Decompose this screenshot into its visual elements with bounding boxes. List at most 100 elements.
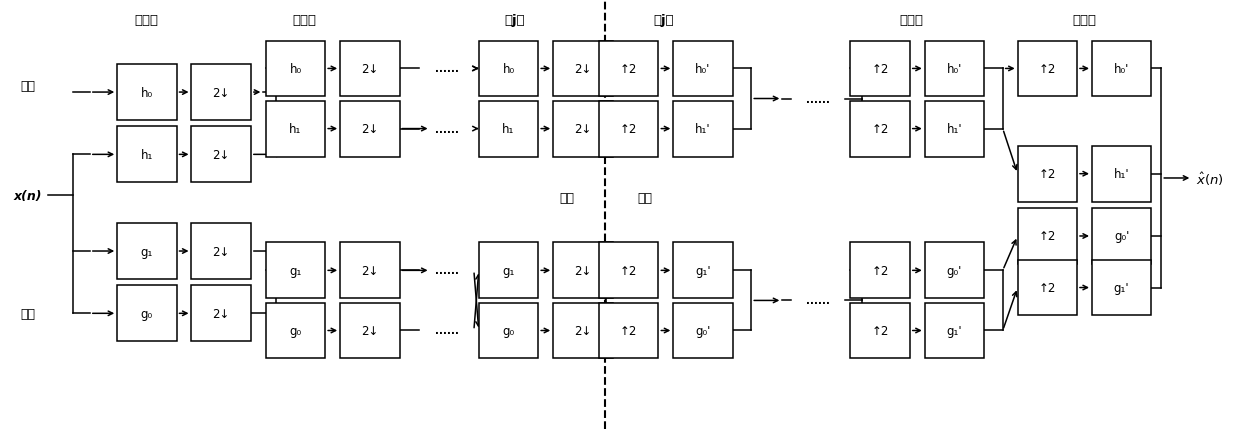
Text: 2↓: 2↓ — [574, 324, 591, 337]
Text: g₁: g₁ — [289, 264, 301, 277]
Text: h₁': h₁' — [1114, 168, 1130, 181]
FancyBboxPatch shape — [553, 41, 613, 97]
FancyBboxPatch shape — [673, 303, 733, 359]
Text: 2↓: 2↓ — [361, 264, 378, 277]
Text: ↑2: ↑2 — [620, 324, 637, 337]
Text: 虚部: 虚部 — [20, 307, 36, 320]
Text: ↑2: ↑2 — [620, 63, 637, 76]
Text: ↑2: ↑2 — [1039, 281, 1056, 295]
FancyBboxPatch shape — [117, 127, 176, 183]
Text: g₀': g₀' — [696, 324, 711, 337]
Text: 分解: 分解 — [559, 191, 574, 204]
FancyBboxPatch shape — [1092, 260, 1152, 316]
FancyBboxPatch shape — [925, 101, 985, 157]
FancyBboxPatch shape — [553, 243, 613, 298]
FancyBboxPatch shape — [851, 243, 910, 298]
Text: 2↓: 2↓ — [361, 123, 378, 136]
Text: h₀: h₀ — [289, 63, 301, 76]
FancyBboxPatch shape — [1018, 41, 1078, 97]
Text: 第二层: 第二层 — [899, 13, 923, 27]
FancyBboxPatch shape — [553, 303, 613, 359]
Text: 2↓: 2↓ — [212, 148, 229, 162]
Text: ↑2: ↑2 — [872, 324, 889, 337]
FancyBboxPatch shape — [1092, 209, 1152, 264]
Text: ↑2: ↑2 — [1039, 230, 1056, 243]
Text: ......: ...... — [434, 64, 459, 74]
Text: ↑2: ↑2 — [620, 264, 637, 277]
Text: x(n): x(n) — [14, 189, 42, 202]
Text: g₁': g₁' — [696, 264, 711, 277]
Text: 实部: 实部 — [20, 80, 36, 93]
Text: h₁: h₁ — [140, 148, 153, 162]
Text: 2↓: 2↓ — [574, 123, 591, 136]
Text: h₁': h₁' — [696, 123, 711, 136]
Text: g₀': g₀' — [946, 264, 962, 277]
Text: g₁: g₁ — [502, 264, 515, 277]
FancyBboxPatch shape — [191, 224, 250, 280]
FancyBboxPatch shape — [265, 101, 325, 157]
Text: g₀: g₀ — [289, 324, 301, 337]
Text: h₀: h₀ — [141, 86, 153, 99]
FancyBboxPatch shape — [117, 224, 176, 280]
Text: ↑2: ↑2 — [1039, 168, 1056, 181]
Text: ......: ...... — [434, 124, 459, 134]
FancyBboxPatch shape — [479, 243, 538, 298]
FancyBboxPatch shape — [925, 303, 985, 359]
Text: h₁: h₁ — [289, 123, 301, 136]
Text: 第二层: 第二层 — [293, 13, 316, 27]
Text: ↑2: ↑2 — [1039, 63, 1056, 76]
Text: h₀: h₀ — [502, 63, 515, 76]
Text: 2↓: 2↓ — [361, 324, 378, 337]
FancyBboxPatch shape — [673, 41, 733, 97]
FancyBboxPatch shape — [851, 41, 910, 97]
FancyBboxPatch shape — [340, 243, 399, 298]
Text: g₁: g₁ — [140, 245, 153, 258]
Text: $\hat{x}(n)$: $\hat{x}(n)$ — [1195, 170, 1224, 187]
Text: 2↓: 2↓ — [574, 63, 591, 76]
Text: g₀': g₀' — [1114, 230, 1130, 243]
FancyBboxPatch shape — [117, 65, 176, 121]
Text: ......: ...... — [434, 326, 459, 336]
FancyBboxPatch shape — [191, 65, 250, 121]
FancyBboxPatch shape — [191, 127, 250, 183]
FancyBboxPatch shape — [479, 101, 538, 157]
FancyBboxPatch shape — [599, 303, 658, 359]
FancyBboxPatch shape — [479, 303, 538, 359]
Text: h₀': h₀' — [946, 63, 962, 76]
Text: 2↓: 2↓ — [212, 307, 229, 320]
Text: 2↓: 2↓ — [212, 86, 229, 99]
Text: ......: ...... — [806, 94, 830, 104]
FancyBboxPatch shape — [1092, 41, 1152, 97]
FancyBboxPatch shape — [673, 243, 733, 298]
Text: ......: ...... — [434, 266, 459, 276]
FancyBboxPatch shape — [117, 286, 176, 341]
FancyBboxPatch shape — [925, 243, 985, 298]
FancyBboxPatch shape — [191, 286, 250, 341]
FancyBboxPatch shape — [851, 101, 910, 157]
Text: 2↓: 2↓ — [212, 245, 229, 258]
FancyBboxPatch shape — [265, 41, 325, 97]
Text: ↑2: ↑2 — [872, 123, 889, 136]
Text: 第一层: 第一层 — [1073, 13, 1096, 27]
Text: g₀: g₀ — [502, 324, 515, 337]
Text: g₁': g₁' — [1114, 281, 1130, 295]
FancyBboxPatch shape — [340, 101, 399, 157]
Text: 第j层: 第j层 — [653, 13, 673, 27]
Text: g₁': g₁' — [946, 324, 962, 337]
Text: ......: ...... — [806, 296, 830, 306]
Text: h₀': h₀' — [696, 63, 711, 76]
Text: g₀: g₀ — [141, 307, 153, 320]
FancyBboxPatch shape — [1092, 147, 1152, 202]
FancyBboxPatch shape — [1018, 147, 1078, 202]
FancyBboxPatch shape — [340, 41, 399, 97]
Text: ↑2: ↑2 — [872, 63, 889, 76]
FancyBboxPatch shape — [265, 243, 325, 298]
FancyBboxPatch shape — [599, 101, 658, 157]
Text: h₁': h₁' — [946, 123, 962, 136]
Text: h₁: h₁ — [502, 123, 515, 136]
Text: ↑2: ↑2 — [872, 264, 889, 277]
FancyBboxPatch shape — [1018, 209, 1078, 264]
Text: 第j层: 第j层 — [505, 13, 525, 27]
FancyBboxPatch shape — [1018, 260, 1078, 316]
FancyBboxPatch shape — [265, 303, 325, 359]
